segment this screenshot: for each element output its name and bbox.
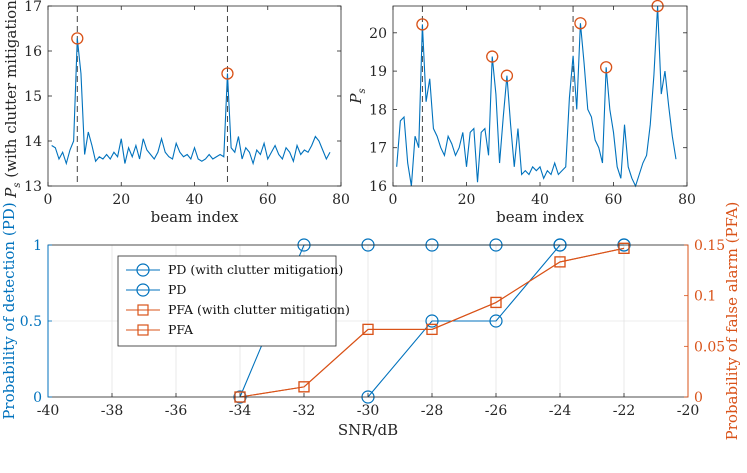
subplot-1-y-label-subscript: s [12,182,23,187]
data-point-marker [554,256,566,268]
subplot-2-axes-box [392,5,688,187]
y-tick-label: 16 [369,179,387,195]
y-tick-label: 18 [369,102,387,118]
y-tick-label: 17 [369,141,387,157]
peak-marker [416,18,429,31]
legend-marker [136,283,150,297]
y-tick-label: 16 [24,44,42,60]
peak-marker [221,67,234,80]
peak-marker [500,69,514,82]
series-line [396,5,677,188]
legend-box [117,255,337,347]
subplot-1-axes-box [47,5,342,187]
legend-entry-label: PFA (with clutter mitigation) [168,302,350,317]
subplot-2-y-label-subscript: s [357,88,368,93]
left-y-tick-label: 0 [33,390,42,406]
subplot-3-left-y-axis-label: Probability of detection (PD) [0,202,18,419]
data-point-marker [362,323,374,336]
subplot-clutter-mitigation: 0 20 40 60 80 13 14 15 16 17 beam index Ps (with … [2,0,350,226]
data-point-marker [490,296,502,309]
right-y-tick-label: 0.15 [694,238,725,254]
x-tick-label: -26 [485,403,508,419]
x-tick-label: 20 [458,192,476,208]
subplot-1-y-label-symbol: P [2,187,20,199]
y-tick-label: 13 [24,179,42,195]
right-y-tick-label: 0 [694,390,703,406]
subplot-2-y-label-symbol: P [347,93,365,105]
legend: PD (with clutter mitigation) PD PFA (with … [117,255,350,347]
x-tick-label: -38 [101,403,124,419]
peak-marker [574,17,587,30]
data-point-marker [618,242,630,254]
x-tick-label: -20 [677,403,700,419]
x-tick-label: 40 [531,192,549,208]
legend-marker [137,304,149,316]
data-point-marker [298,381,310,393]
subplot-3-x-axis-label: SNR/dB [338,421,398,439]
x-tick-label: -36 [165,403,188,419]
subplot-1-y-label-suffix: (with clutter mitigation) [2,0,20,182]
legend-marker [137,324,149,336]
left-y-tick-label: 1 [33,238,42,254]
y-tick-label: 19 [369,64,387,80]
x-tick-label: -28 [421,403,444,419]
x-tick-label: -34 [229,403,252,419]
series-line [239,247,625,398]
data-point-marker [425,314,439,328]
x-tick-label: 80 [332,192,350,208]
x-tick-label: 40 [186,192,204,208]
peak-marker [600,61,613,74]
subplot-3-right-y-axis-label: Probability of false alarm (PFA) [723,202,741,441]
x-tick-label: -24 [549,403,572,419]
x-tick-label: -22 [613,403,636,419]
subplot-1-y-axis-label: Ps (with clutter mitigation) [2,0,23,199]
x-tick-label: -40 [37,403,60,419]
legend-entry-label: PD (with clutter mitigation) [168,262,343,277]
y-tick-label: 14 [24,134,42,150]
series-line [51,38,331,166]
x-tick-label: 60 [259,192,277,208]
subplot-2-x-axis-label: beam index [496,208,584,226]
data-point-marker [426,323,438,336]
subplot-2-y-axis-label: Ps [347,88,368,104]
y-tick-label: 17 [24,0,42,15]
legend-entry-label: PD [168,282,186,297]
peak-marker [71,32,84,45]
x-tick-label: 80 [678,192,696,208]
legend-marker [136,263,150,277]
x-tick-label: 0 [389,192,398,208]
right-y-tick-label: 0.05 [694,339,725,355]
data-point-marker [489,314,503,328]
subplot-pd-pfa: -40 -38 -36 -34 -32 -30 -28 -26 -24 -22 -2000.5100… [0,202,741,441]
x-tick-label: 60 [605,192,623,208]
subplot-1-x-axis-label: beam index [151,208,239,226]
peak-marker [486,50,499,63]
x-tick-label: -32 [293,403,316,419]
x-tick-label: 0 [44,192,53,208]
right-y-tick-label: 0.1 [694,289,716,305]
y-tick-label: 15 [24,89,42,105]
left-y-tick-label: 0.5 [20,314,42,330]
x-tick-label: 20 [112,192,130,208]
legend-entry-label: PFA [168,322,194,337]
subplot-raw: 0 20 40 60 80 16 17 18 19 20 beam index Ps [347,0,696,226]
y-tick-label: 20 [369,26,387,42]
x-tick-label: -30 [357,403,380,419]
